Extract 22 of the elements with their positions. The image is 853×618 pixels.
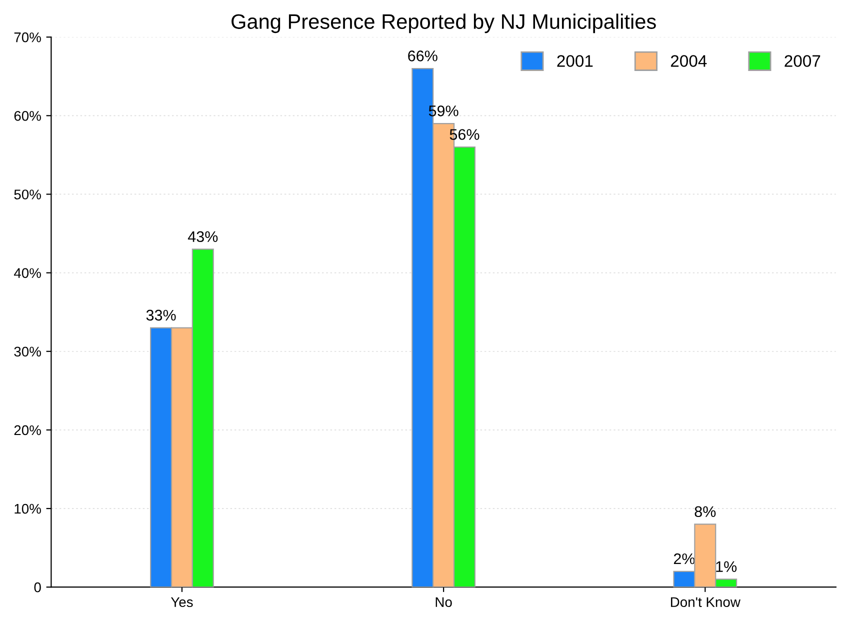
legend-label: 2007 [784, 55, 820, 67]
y-tick-label: 40% [14, 268, 41, 278]
x-tick-label: No [436, 597, 452, 608]
data-label: 33% [146, 310, 176, 321]
x-tick-label: Don't Know [670, 597, 740, 608]
data-label: 8% [694, 506, 716, 518]
y-tick-label: 10% [14, 504, 41, 514]
y-tick-label: 20% [14, 425, 41, 436]
y-tick-label: 30% [14, 346, 41, 357]
legend-label: 2001 [557, 55, 593, 67]
data-label: 1% [716, 561, 737, 572]
x-tick-label: Yes [170, 597, 193, 608]
legend-label: 2004 [670, 55, 707, 67]
data-label: 66% [408, 50, 438, 62]
y-tick-label: 0 [34, 582, 41, 592]
data-label: 2% [674, 553, 695, 564]
y-tick-label: 60% [14, 110, 41, 121]
y-tick-label: 70% [14, 32, 41, 42]
data-label: 56% [450, 129, 480, 140]
data-label: 43% [188, 231, 218, 242]
y-tick-label: 50% [14, 190, 41, 200]
chart-title: Gang Presence Reported by NJ Municipalities [232, 14, 656, 34]
